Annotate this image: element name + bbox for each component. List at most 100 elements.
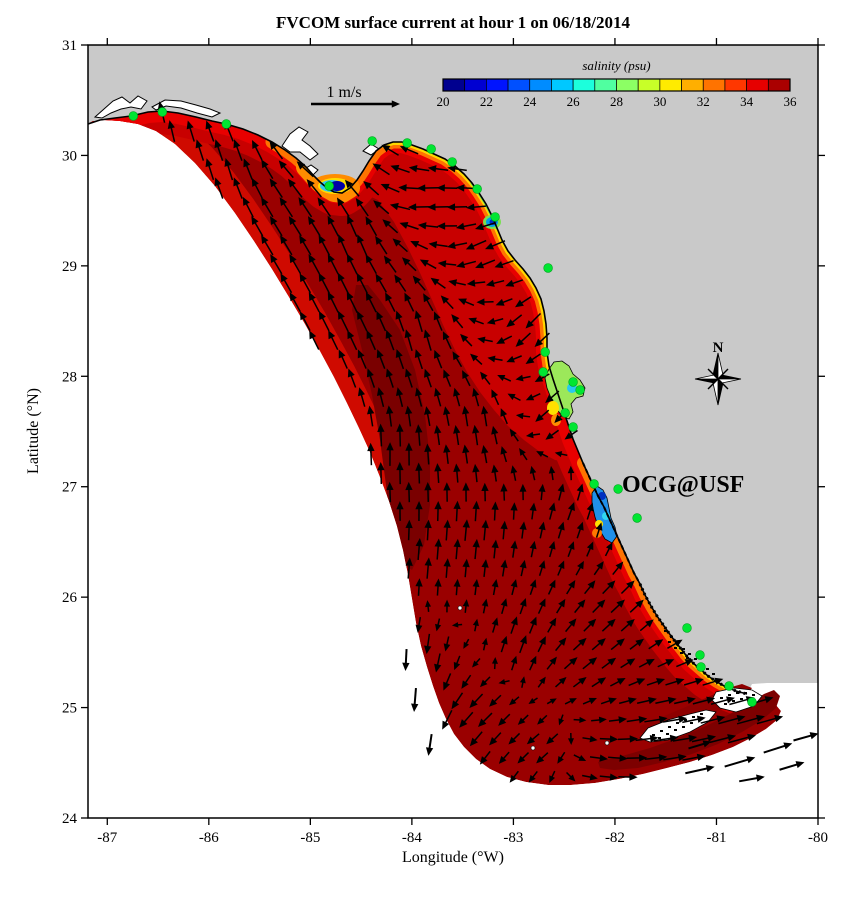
island-speckle (690, 722, 693, 724)
current-arrow (481, 519, 489, 541)
bigbend-red-zone (340, 150, 566, 462)
current-arrow (515, 332, 531, 347)
island-speckle (692, 716, 695, 718)
current-arrow (366, 368, 376, 388)
island-speckle (694, 658, 697, 660)
current-arrow (377, 462, 385, 485)
colorbar-cell (572, 78, 596, 92)
current-arrow (547, 617, 557, 633)
current-arrow (485, 240, 506, 250)
current-arrow (506, 355, 522, 363)
current-arrow (443, 444, 451, 464)
colorbar-tick-label: 28 (610, 94, 623, 109)
y-tick-label: 27 (62, 480, 78, 496)
current-arrow (536, 451, 549, 458)
current-arrow (306, 179, 322, 198)
current-arrow (299, 273, 312, 294)
island-speckle (720, 697, 723, 699)
current-arrow (462, 444, 470, 464)
current-arrow (599, 773, 619, 781)
current-arrow (337, 272, 349, 294)
current-arrow (453, 463, 461, 483)
current-arrow (434, 653, 442, 673)
current-arrow (480, 371, 491, 385)
current-arrow (338, 234, 349, 257)
current-arrow (466, 279, 486, 287)
current-arrow (395, 349, 405, 370)
current-arrow (489, 694, 502, 707)
current-arrow (423, 329, 432, 351)
current-arrow (487, 355, 503, 363)
station-dot (724, 681, 734, 691)
current-arrow (442, 710, 453, 730)
current-arrow (383, 255, 397, 273)
current-arrow (519, 521, 527, 539)
current-arrow (564, 429, 578, 440)
island-speckle (674, 647, 677, 649)
current-arrow (427, 165, 449, 173)
island-speckle (712, 673, 715, 675)
current-arrow (404, 329, 413, 351)
current-arrow (529, 502, 537, 520)
current-arrow (415, 537, 423, 561)
current-arrow (366, 330, 377, 351)
current-arrow (535, 409, 550, 422)
current-arrow (478, 712, 493, 727)
current-arrow (465, 239, 487, 250)
current-arrow (481, 598, 489, 614)
current-arrow (496, 335, 513, 344)
current-arrow (459, 711, 474, 728)
current-arrow (430, 277, 446, 289)
current-arrow (318, 311, 330, 332)
current-arrow (448, 279, 466, 287)
lagoon-shape (281, 126, 319, 161)
current-arrow (405, 442, 413, 466)
current-arrow (453, 387, 461, 407)
current-arrow (557, 560, 565, 576)
current-arrow (269, 178, 283, 198)
station-dot (447, 157, 457, 167)
current-arrow (261, 234, 274, 256)
current-arrow (376, 387, 385, 408)
y-tick-label: 25 (62, 701, 77, 717)
compass-diagonal (707, 378, 719, 390)
current-arrow (288, 216, 302, 237)
current-arrow (344, 179, 360, 197)
current-arrow (424, 519, 432, 541)
current-arrow (398, 184, 420, 192)
colorbar-label: salinity (psu) (582, 58, 650, 73)
current-arrow (375, 235, 388, 255)
current-arrow (515, 296, 532, 308)
current-arrow (327, 291, 339, 313)
current-arrow (548, 502, 556, 520)
station-dot (540, 347, 550, 357)
current-arrow (385, 292, 396, 312)
current-arrow (545, 429, 560, 440)
current-arrow (537, 714, 548, 725)
current-arrow (610, 599, 625, 614)
current-arrow (608, 716, 627, 724)
current-arrow (298, 197, 313, 218)
current-arrow (674, 696, 696, 705)
current-arrow (466, 203, 486, 211)
current-arrow (463, 638, 470, 649)
current-arrow (251, 216, 264, 237)
current-arrow (446, 203, 468, 211)
colorbar-tick-label: 36 (784, 94, 798, 109)
current-arrow (572, 637, 587, 651)
colorbar-tick-label: 20 (437, 94, 450, 109)
current-arrow (451, 622, 463, 628)
current-arrow (453, 655, 461, 671)
scale-arrow-label: 1 m/s (326, 84, 361, 101)
colorbar-tick-label: 30 (653, 94, 666, 109)
current-arrow (509, 770, 519, 783)
current-arrow (763, 742, 793, 754)
current-arrow (557, 751, 566, 764)
current-arrow (793, 732, 819, 742)
current-arrow (519, 598, 527, 615)
current-arrow (385, 368, 394, 388)
current-arrow (477, 336, 493, 344)
current-arrow (481, 559, 489, 577)
current-arrow (270, 254, 283, 275)
